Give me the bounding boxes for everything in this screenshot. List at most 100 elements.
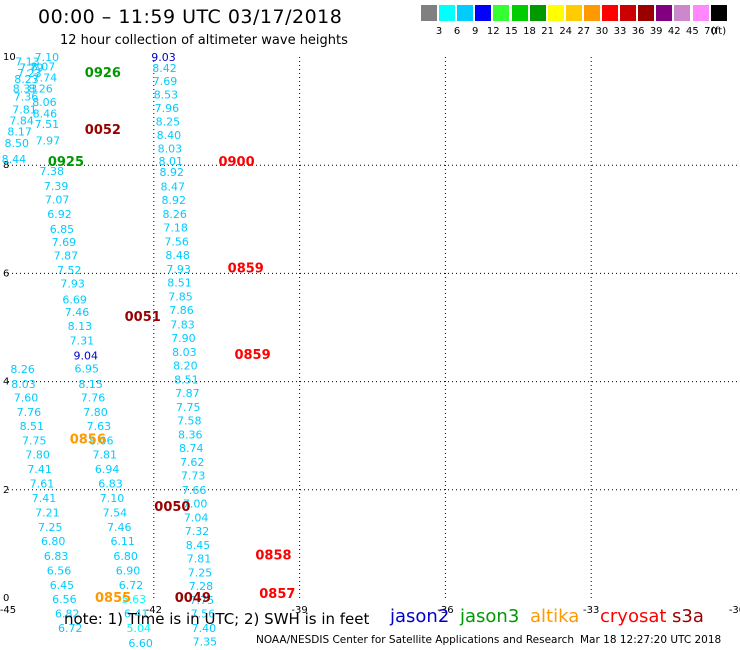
wave-height-value: 6.82 — [55, 608, 80, 621]
color-scale-swatch — [710, 5, 727, 21]
wave-height-value: 7.51 — [35, 118, 60, 131]
wave-height-value: 8.36 — [178, 429, 203, 442]
wave-height-value: 7.41 — [27, 463, 52, 476]
wave-height-value: 7.97 — [36, 134, 61, 147]
color-scale-swatch — [638, 5, 655, 21]
track-time-label: 0900 — [218, 155, 254, 170]
wave-height-value: 7.04 — [184, 511, 209, 524]
wave-height-value: 7.61 — [30, 477, 55, 490]
color-scale-label: 33 — [613, 26, 627, 37]
color-scale-label: 24 — [559, 26, 573, 37]
wave-height-value: 7.18 — [163, 221, 188, 234]
color-scale-swatch — [583, 5, 600, 21]
wave-height-value: 8.17 — [7, 126, 32, 139]
wave-height-value: 7.84 — [9, 114, 34, 127]
wave-height-value: 7.83 — [170, 318, 195, 331]
wave-height-value: 7.81 — [12, 103, 37, 116]
x-tick-label: -39 — [291, 605, 307, 616]
wave-height-value: 7.69 — [52, 236, 77, 249]
color-scale-swatch — [421, 5, 437, 21]
color-scale-swatch — [656, 5, 673, 21]
wave-height-value: 7.86 — [169, 304, 194, 317]
wave-height-value: 8.50 — [4, 137, 29, 150]
color-scale-label: 45 — [686, 26, 699, 37]
wave-height-value: 7.25 — [188, 567, 213, 580]
wave-height-value: 6.83 — [44, 550, 69, 563]
wave-height-value: 7.10 — [100, 492, 125, 505]
wave-height-value: 8.51 — [20, 420, 45, 433]
color-scale-label: 42 — [667, 26, 681, 37]
wave-height-value: 8.44 — [2, 153, 27, 166]
wave-height-value: 7.85 — [168, 291, 193, 304]
wave-height-value: 7.28 — [189, 580, 214, 593]
wave-height-value: 7.75 — [190, 594, 215, 607]
track-time-label: 0859 — [234, 348, 270, 363]
track-time-label: 0052 — [85, 123, 121, 138]
track-time-label: 0857 — [259, 587, 295, 602]
wave-height-value: 9.03 — [151, 51, 176, 64]
wave-height-value: 7.80 — [83, 406, 108, 419]
wave-height-value: 7.62 — [180, 456, 205, 469]
color-scale-label: 70 — [704, 26, 717, 37]
wave-height-value: 8.15 — [78, 378, 103, 391]
wave-height-value: 6.45 — [50, 579, 75, 592]
wave-height-value: 7.93 — [60, 278, 85, 291]
wave-height-value: 7.25 — [38, 521, 63, 534]
wave-height-value: 7.39 — [44, 180, 69, 193]
wave-height-value: 6.94 — [95, 463, 120, 476]
track-time-label: 0926 — [85, 66, 121, 81]
color-scale-swatch — [692, 5, 709, 21]
legend-item-jason2: jason2 — [390, 606, 450, 627]
wave-height-value: 8.26 — [28, 82, 53, 95]
wave-height-value: 5.04 — [126, 622, 151, 635]
wave-height-value: 7.81 — [187, 553, 212, 566]
legend-item-cryosat: cryosat — [600, 606, 667, 627]
color-scale-label: 27 — [577, 26, 591, 37]
wave-height-value: 7.76 — [17, 406, 42, 419]
track-time-label: 0051 — [125, 310, 161, 325]
wave-height-value: 7.56 — [191, 608, 216, 621]
color-scale-label: 3 — [435, 26, 443, 37]
color-scale-swatch — [475, 5, 492, 21]
color-scale-swatch — [565, 5, 582, 21]
wave-height-value: 5.63 — [122, 593, 147, 606]
x-tick-label: -33 — [583, 605, 599, 616]
wave-height-value: 7.13 — [15, 55, 40, 68]
wave-height-value: 6.60 — [128, 637, 153, 650]
color-scale-swatch — [602, 5, 618, 21]
legend-item-altika: altika — [530, 606, 580, 627]
wave-height-value: 8.51 — [174, 373, 199, 386]
wave-height-value: 6.95 — [74, 363, 99, 376]
wave-height-value: 7.66 — [182, 484, 207, 497]
wave-height-value: 7.80 — [25, 449, 50, 462]
x-tick-label: -42 — [146, 605, 162, 616]
wave-height-value: 8.20 — [173, 359, 198, 372]
color-scale-label: 9 — [472, 26, 479, 37]
wave-height-value: 6.90 — [116, 564, 141, 577]
color-scale-swatch — [511, 5, 528, 21]
wave-height-value: 7.00 — [183, 497, 208, 510]
wave-height-value: 7.96 — [155, 102, 180, 115]
wave-height-value: 7.73 — [181, 470, 206, 483]
wave-height-value: 7.90 — [171, 332, 196, 345]
wave-height-value: 8.33 — [13, 82, 38, 95]
y-tick-label: 8 — [3, 160, 9, 171]
wave-height-value: 7.87 — [54, 250, 79, 263]
wave-height-value: 7.60 — [14, 391, 39, 404]
wave-height-value: 7.93 — [166, 263, 191, 276]
wave-height-value: 8.47 — [161, 180, 186, 193]
y-tick-label: 0 — [3, 593, 9, 604]
x-tick-label: -45 — [0, 605, 16, 616]
color-scale-label: (ft) — [711, 26, 727, 37]
wave-height-value: 7.69 — [153, 75, 178, 88]
wave-height-value: 8.25 — [156, 115, 181, 128]
wave-height-value: 7.81 — [92, 449, 117, 462]
color-scale-label: 15 — [505, 26, 518, 37]
wave-height-value: 7.36 — [14, 90, 39, 103]
wave-height-value: 6.41 — [124, 608, 149, 621]
color-scale-label: 12 — [486, 26, 500, 37]
wave-height-value: 8.07 — [31, 61, 56, 74]
wave-height-value: 7.54 — [103, 507, 128, 520]
wave-height-value: 7.63 — [87, 420, 112, 433]
